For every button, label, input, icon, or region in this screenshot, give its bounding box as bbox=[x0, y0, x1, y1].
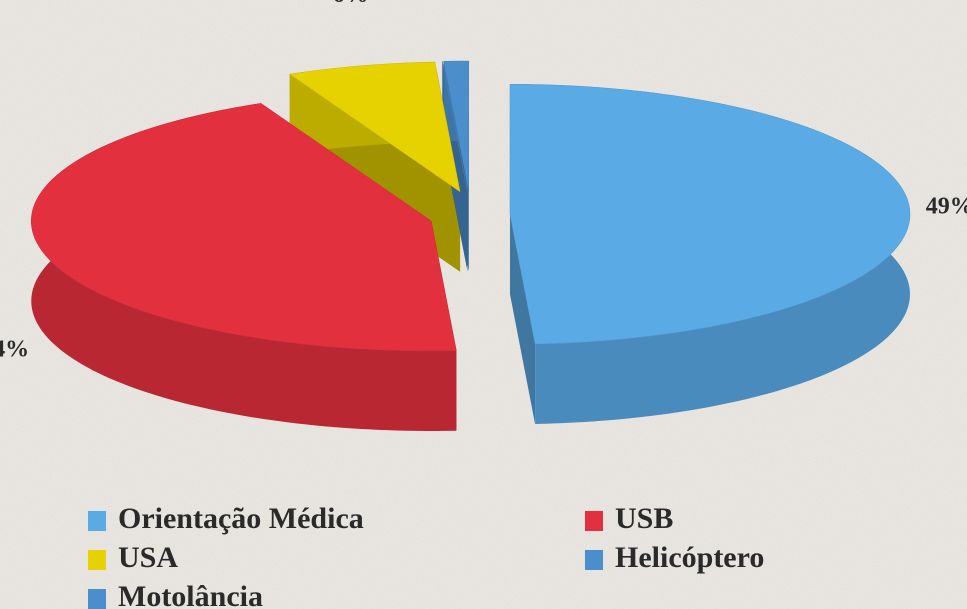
data-label: 44% bbox=[0, 337, 29, 363]
slice bbox=[443, 60, 469, 192]
legend-label: Orientação Médica bbox=[118, 502, 364, 535]
slice bbox=[509, 83, 911, 345]
data-label: 6% bbox=[333, 0, 369, 8]
slice bbox=[31, 103, 457, 352]
legend-label: Helicóptero bbox=[615, 541, 764, 574]
legend-swatch bbox=[88, 511, 106, 531]
labels: 49% 44% 6% 0%1% bbox=[0, 0, 967, 363]
data-label: 49% bbox=[926, 193, 967, 219]
legend-label: USB bbox=[615, 502, 673, 535]
data-label: 1% bbox=[437, 0, 473, 1]
legend-label: USA bbox=[118, 541, 178, 574]
legend-label: Motolância bbox=[118, 580, 263, 609]
legend-swatch bbox=[88, 589, 106, 609]
slice-wall bbox=[509, 214, 536, 424]
legend: Orientação Médica USB USA Helicóptero Motolâ… bbox=[88, 502, 764, 609]
slice bbox=[289, 61, 461, 193]
legend-swatch bbox=[88, 550, 106, 570]
legend-swatch bbox=[585, 511, 603, 531]
legend-swatch bbox=[585, 550, 603, 570]
pie-tops bbox=[31, 60, 911, 352]
data-label: 0% bbox=[422, 0, 458, 1]
